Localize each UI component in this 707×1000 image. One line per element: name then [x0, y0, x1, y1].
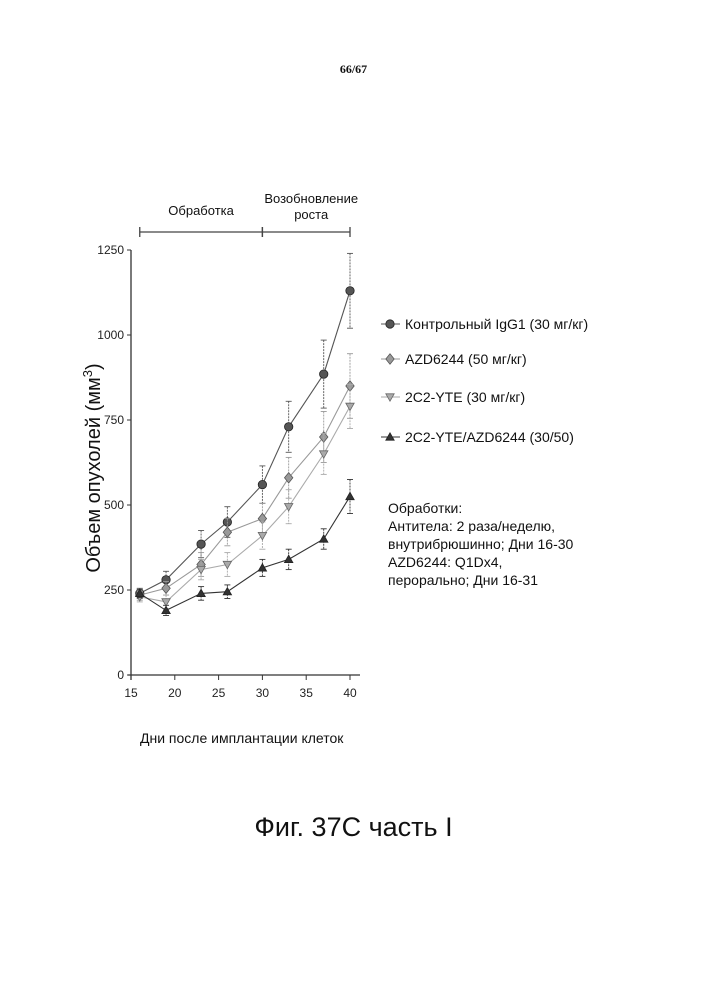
- data-point: [223, 588, 231, 595]
- legend-entry: 2C2-YTE/AZD6244 (30/50): [405, 429, 574, 445]
- notes-line: перорально; Дни 16-31: [388, 571, 688, 589]
- legend-entry: AZD6244 (50 мг/кг): [405, 351, 527, 367]
- phase-label: Возобновление: [264, 191, 358, 206]
- data-point: [197, 540, 205, 548]
- series-2: [136, 354, 355, 601]
- data-point: [162, 606, 170, 613]
- x-tick-label: 30: [256, 686, 270, 700]
- data-point: [346, 492, 354, 499]
- series-line: [140, 386, 350, 595]
- y-axis-label-close: ): [83, 363, 105, 370]
- x-axis-label: Дни после имплантации клеток: [140, 730, 343, 746]
- phase-brackets: Обработка Возобновлениероста: [140, 191, 358, 237]
- data-point: [320, 535, 328, 542]
- chart-series: [136, 253, 355, 615]
- x-tick-label: 35: [300, 686, 314, 700]
- x-tick-label: 15: [124, 686, 138, 700]
- y-axis-label-group: Объем опухолей (мм3): [80, 363, 105, 572]
- y-axis-label-superscript: 3: [80, 370, 95, 377]
- legend-entry: 2C2-YTE (30 мг/кг): [405, 389, 525, 405]
- treatment-notes: Обработки: Антитела: 2 раза/неделю, внут…: [388, 499, 688, 589]
- chart-axes: 0 250 500 750 1000 1250 15 20 25 30 35 40: [97, 243, 360, 700]
- x-tick-label: 25: [212, 686, 226, 700]
- phase-label: роста: [294, 207, 329, 222]
- series-1: [136, 253, 355, 598]
- data-point: [320, 451, 328, 458]
- y-tick-label: 1250: [97, 243, 124, 257]
- data-point: [284, 423, 292, 431]
- y-axis-label-main: Объем опухолей (мм: [83, 377, 105, 572]
- series-line: [140, 497, 350, 611]
- y-tick-label: 1000: [97, 328, 124, 342]
- series-line: [140, 291, 350, 594]
- notes-line: Обработки:: [388, 499, 688, 517]
- legend-marker: [386, 354, 394, 364]
- notes-line: внутрибрюшинно; Дни 16-30: [388, 535, 688, 553]
- data-point: [162, 583, 170, 593]
- notes-line: AZD6244: Q1Dx4,: [388, 553, 688, 571]
- data-point: [320, 370, 328, 378]
- legend-marker: [386, 320, 394, 328]
- data-point: [258, 480, 266, 488]
- y-axis-label: Объем опухолей (мм3): [80, 363, 105, 572]
- y-tick-label: 500: [104, 498, 124, 512]
- y-tick-label: 750: [104, 413, 124, 427]
- data-point: [346, 403, 354, 410]
- chart-legend: Контрольный IgG1 (30 мг/кг) AZD6244 (50 м…: [381, 316, 588, 445]
- notes-line: Антитела: 2 раза/неделю,: [388, 517, 688, 535]
- series-line: [140, 406, 350, 602]
- tumor-volume-chart: Обработка Возобновлениероста 0 250 500 750 10…: [0, 0, 707, 800]
- figure-caption: Фиг. 37C часть I: [0, 812, 707, 843]
- phase-label: Обработка: [168, 203, 234, 218]
- x-tick-label: 40: [343, 686, 357, 700]
- data-point: [284, 555, 292, 562]
- y-tick-label: 0: [117, 668, 124, 682]
- legend-entry: Контрольный IgG1 (30 мг/кг): [405, 316, 588, 332]
- data-point: [346, 287, 354, 295]
- x-tick-label: 20: [168, 686, 182, 700]
- series-3: [136, 384, 355, 608]
- y-tick-label: 250: [104, 583, 124, 597]
